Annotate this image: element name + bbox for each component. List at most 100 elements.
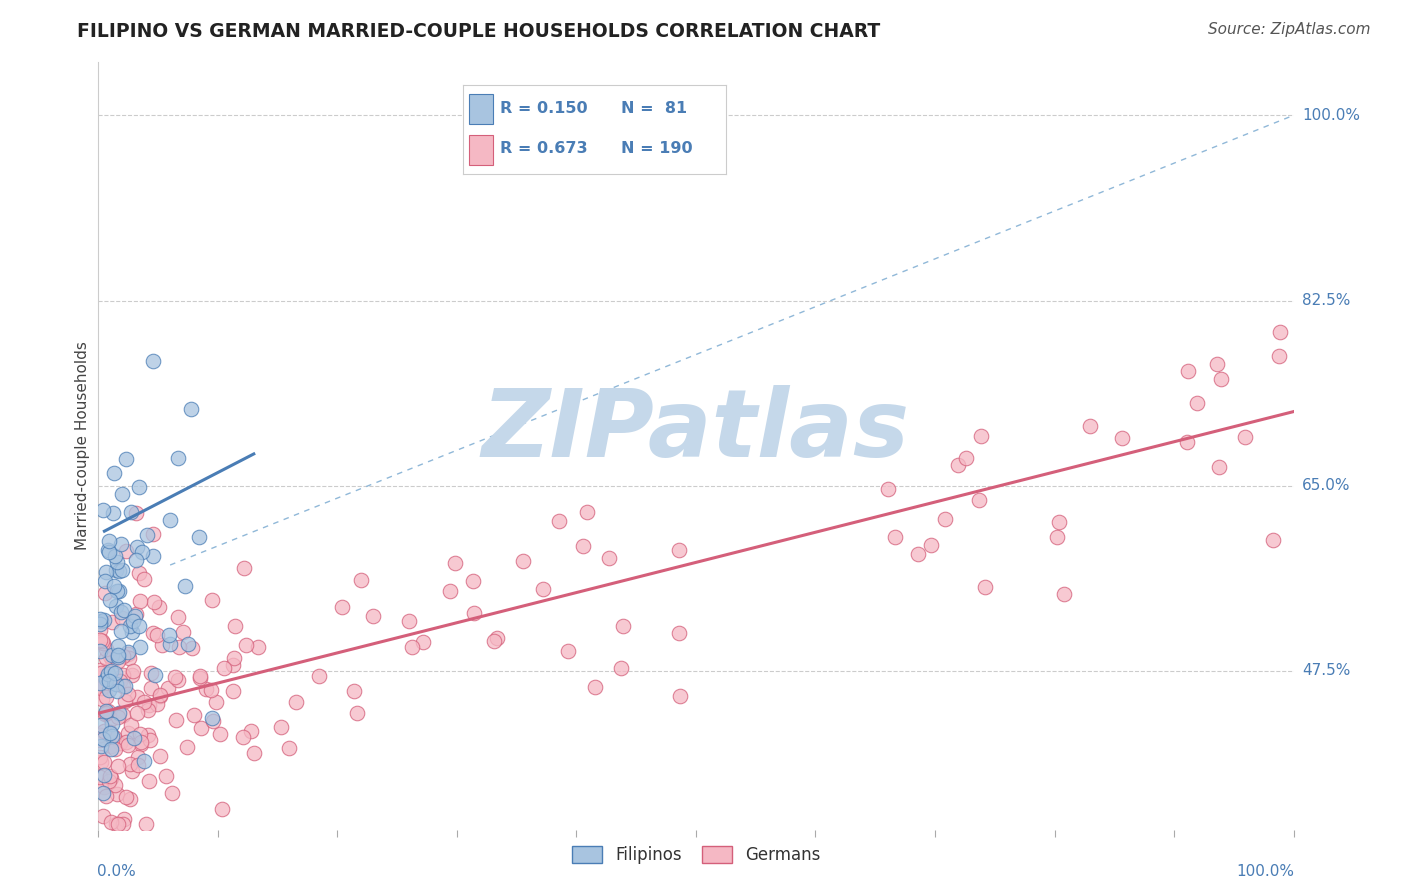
Point [97, 543, 120, 558]
Point [139, 732, 162, 747]
Point [112, 603, 135, 617]
Point [91, 634, 114, 648]
Point [108, 583, 131, 598]
Point [224, 619, 246, 633]
Point [89, 732, 111, 747]
Point [332, 600, 354, 615]
Point [124, 608, 146, 623]
Point [149, 689, 172, 703]
Point [361, 609, 384, 624]
Point [117, 687, 139, 701]
Point [148, 599, 170, 614]
Point [920, 538, 942, 552]
Point [439, 583, 461, 598]
Point [97, 704, 120, 718]
Point [98, 769, 121, 783]
Point [398, 614, 420, 628]
Point [463, 574, 485, 589]
Point [107, 648, 129, 662]
Point [100, 725, 122, 739]
Point [1046, 530, 1069, 544]
Point [105, 584, 128, 599]
Point [94, 642, 117, 657]
Text: FILIPINO VS GERMAN MARRIED-COUPLE HOUSEHOLDS CORRELATION CHART: FILIPINO VS GERMAN MARRIED-COUPLE HOUSEH… [77, 22, 880, 41]
Point [105, 599, 128, 614]
Point [129, 737, 152, 751]
Point [948, 458, 970, 472]
Point [121, 668, 143, 682]
Text: 100.0%: 100.0% [1237, 864, 1295, 880]
Point [89, 612, 111, 626]
Point [114, 679, 136, 693]
Point [114, 694, 136, 708]
Point [90, 665, 112, 680]
Point [211, 802, 233, 816]
Point [96, 789, 118, 804]
Point [124, 607, 146, 621]
Point [139, 666, 162, 681]
Point [343, 684, 366, 698]
Point [117, 645, 139, 659]
Point [93, 724, 115, 739]
Point [110, 487, 132, 501]
Point [107, 640, 129, 654]
Point [127, 706, 149, 721]
Point [115, 789, 138, 804]
Point [609, 660, 631, 674]
Point [89, 616, 111, 631]
Point [98, 774, 121, 789]
Point [533, 582, 555, 597]
Point [107, 759, 129, 773]
Point [118, 792, 141, 806]
Point [239, 724, 262, 739]
Point [166, 610, 188, 624]
Point [1261, 533, 1284, 547]
Point [117, 726, 139, 740]
Point [165, 669, 187, 683]
Point [93, 706, 115, 721]
Point [89, 624, 111, 638]
Point [224, 651, 246, 665]
Point [121, 764, 143, 778]
Point [107, 817, 129, 831]
Point [233, 560, 256, 574]
Point [107, 709, 129, 723]
Point [270, 720, 292, 734]
Point [104, 563, 127, 577]
Point [209, 727, 232, 741]
Point [125, 690, 148, 705]
Point [598, 551, 620, 566]
Point [157, 628, 180, 642]
Point [127, 758, 149, 772]
Point [120, 717, 142, 731]
Point [443, 556, 465, 570]
Point [89, 750, 111, 764]
Point [96, 565, 118, 579]
Point [1175, 434, 1198, 449]
Point [128, 619, 150, 633]
Point [155, 769, 177, 783]
Point [89, 633, 111, 648]
Point [128, 480, 150, 494]
Point [96, 664, 118, 678]
Point [1177, 364, 1199, 378]
Point [136, 728, 159, 742]
Point [557, 644, 579, 658]
Point [91, 732, 114, 747]
Point [134, 695, 156, 709]
Point [125, 552, 148, 566]
Point [1268, 349, 1291, 363]
Point [1053, 587, 1076, 601]
Point [91, 809, 114, 823]
Point [1211, 372, 1233, 386]
Point [142, 549, 165, 563]
Point [188, 669, 211, 683]
Point [201, 714, 224, 729]
Point [107, 706, 129, 720]
Point [232, 730, 254, 744]
Point [149, 689, 172, 703]
Text: 65.0%: 65.0% [1302, 478, 1350, 493]
Point [90, 739, 112, 754]
Point [132, 572, 155, 586]
Point [149, 749, 172, 764]
